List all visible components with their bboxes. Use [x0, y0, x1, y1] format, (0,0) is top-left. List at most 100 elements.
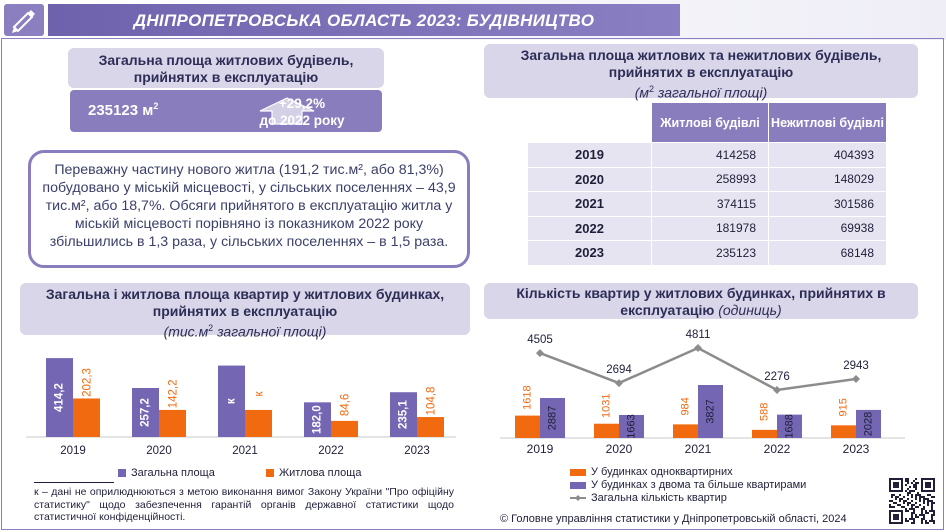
qr-module: [915, 478, 917, 480]
qr-module: [905, 480, 907, 482]
qr-module: [907, 520, 909, 522]
qr-module: [907, 480, 909, 482]
x-tick-label: 2020: [606, 442, 633, 456]
residential-area-change: +29,2% до 2022 року: [227, 95, 377, 129]
qr-module: [927, 522, 929, 524]
qr-module: [925, 512, 927, 514]
residential-area-heading: Загальна площа житлових будівель, прийня…: [68, 48, 384, 88]
qr-module: [901, 498, 903, 500]
footnote: к – дані не оприлюднюються з метою викон…: [34, 482, 454, 524]
table-corner: [527, 102, 652, 143]
bar: [856, 409, 881, 438]
qr-module: [913, 518, 915, 520]
qr-module: [921, 514, 923, 516]
qr-module: [913, 508, 915, 510]
qr-module: [931, 500, 933, 502]
qr-module: [931, 502, 933, 504]
bar: [540, 398, 565, 438]
qr-module: [891, 494, 893, 496]
table-cell-nonresidential: 301586: [768, 191, 887, 217]
qr-module: [913, 512, 915, 514]
qr-module: [911, 522, 913, 524]
x-tick-label: 2020: [146, 445, 172, 457]
data-label: 2887: [546, 406, 558, 430]
data-label: 4505: [527, 334, 553, 346]
table-cell-residential: 414258: [651, 142, 769, 168]
qr-module: [889, 506, 891, 508]
bar: [831, 425, 856, 438]
qr-module: [909, 518, 911, 520]
qr-module: [907, 478, 909, 480]
qr-module: [907, 504, 909, 506]
table-heading: Загальна площа житлових та нежитлових бу…: [484, 44, 918, 101]
qr-module: [921, 508, 923, 510]
qr-module: [931, 504, 933, 506]
legend-label-single: У будинках одноквартирних: [591, 466, 733, 478]
data-label: 182,0: [312, 405, 324, 434]
table-cell-year: 2022: [527, 215, 652, 241]
qr-module: [911, 516, 913, 518]
qr-module: [913, 522, 915, 524]
bar: [46, 358, 73, 437]
line-point: [615, 379, 623, 388]
data-label: к: [226, 398, 238, 404]
qr-module: [909, 492, 911, 494]
qr-module: [931, 506, 933, 508]
qr-module: [903, 496, 905, 498]
table-cell-residential: 235123: [651, 240, 769, 266]
qr-module: [931, 496, 933, 498]
line-point: [773, 386, 781, 394]
table-cell-nonresidential: 404393: [768, 142, 887, 168]
qr-module: [905, 508, 907, 510]
legend-label-total: Загальна площа: [131, 467, 215, 479]
data-label: 1618: [521, 385, 533, 409]
bar: [245, 409, 272, 437]
qr-module: [915, 494, 917, 496]
qr-module: [927, 512, 929, 514]
line-point: [694, 344, 702, 352]
qr-module: [913, 504, 915, 506]
qr-module: [889, 504, 891, 506]
qr-module: [923, 498, 925, 500]
qr-module: [933, 522, 935, 524]
x-tick-label: 2022: [318, 445, 344, 457]
table-title: Загальна площа житлових та нежитлових бу…: [520, 47, 882, 80]
qr-module: [933, 510, 935, 512]
qr-module: [905, 478, 907, 480]
qr-module: [913, 490, 915, 492]
x-tick-label: 2022: [764, 442, 791, 456]
change-percent: +29,2%: [278, 96, 326, 111]
table-cell-nonresidential: 148029: [768, 166, 887, 192]
table-subtitle: (м2 загальної площі): [634, 84, 768, 101]
legend-swatch-single: [570, 468, 586, 476]
qr-module: [911, 504, 913, 506]
bar: [594, 423, 619, 438]
qr-module: [915, 488, 917, 490]
qr-module: [911, 514, 913, 516]
qr-module: [913, 510, 915, 512]
qr-module: [929, 520, 931, 522]
qr-module: [933, 502, 935, 504]
qr-module: [915, 484, 917, 486]
qr-module: [897, 504, 899, 506]
qr-module: [911, 512, 913, 514]
content-frame: [1, 38, 944, 530]
qr-finder-core: [925, 482, 931, 488]
page-title-bar: ДНІПРОПЕТРОВСЬКА ОБЛАСТЬ 2023: БУДІВНИЦТ…: [48, 4, 680, 36]
x-tick-label: 2019: [527, 442, 554, 456]
data-label: 1031: [600, 393, 612, 417]
chart2-legend-multi: У будинках з двома та більше квартирами: [570, 479, 806, 491]
qr-module: [899, 504, 901, 506]
qr-module: [907, 488, 909, 490]
x-tick-label: 2019: [60, 445, 86, 457]
qr-module: [911, 482, 913, 484]
residential-area-value: 235123 м2: [88, 101, 159, 119]
table-row: 2022 181978 69938: [527, 215, 887, 241]
qr-module: [929, 500, 931, 502]
qr-module: [905, 510, 907, 512]
qr-module: [889, 500, 891, 502]
legend-label-living: Житлова площа: [279, 467, 362, 479]
chart2-subtitle: (одиниць): [718, 302, 782, 318]
qr-module: [915, 502, 917, 504]
chart1-subtitle: (тис.м2 загальної площі): [163, 323, 327, 340]
